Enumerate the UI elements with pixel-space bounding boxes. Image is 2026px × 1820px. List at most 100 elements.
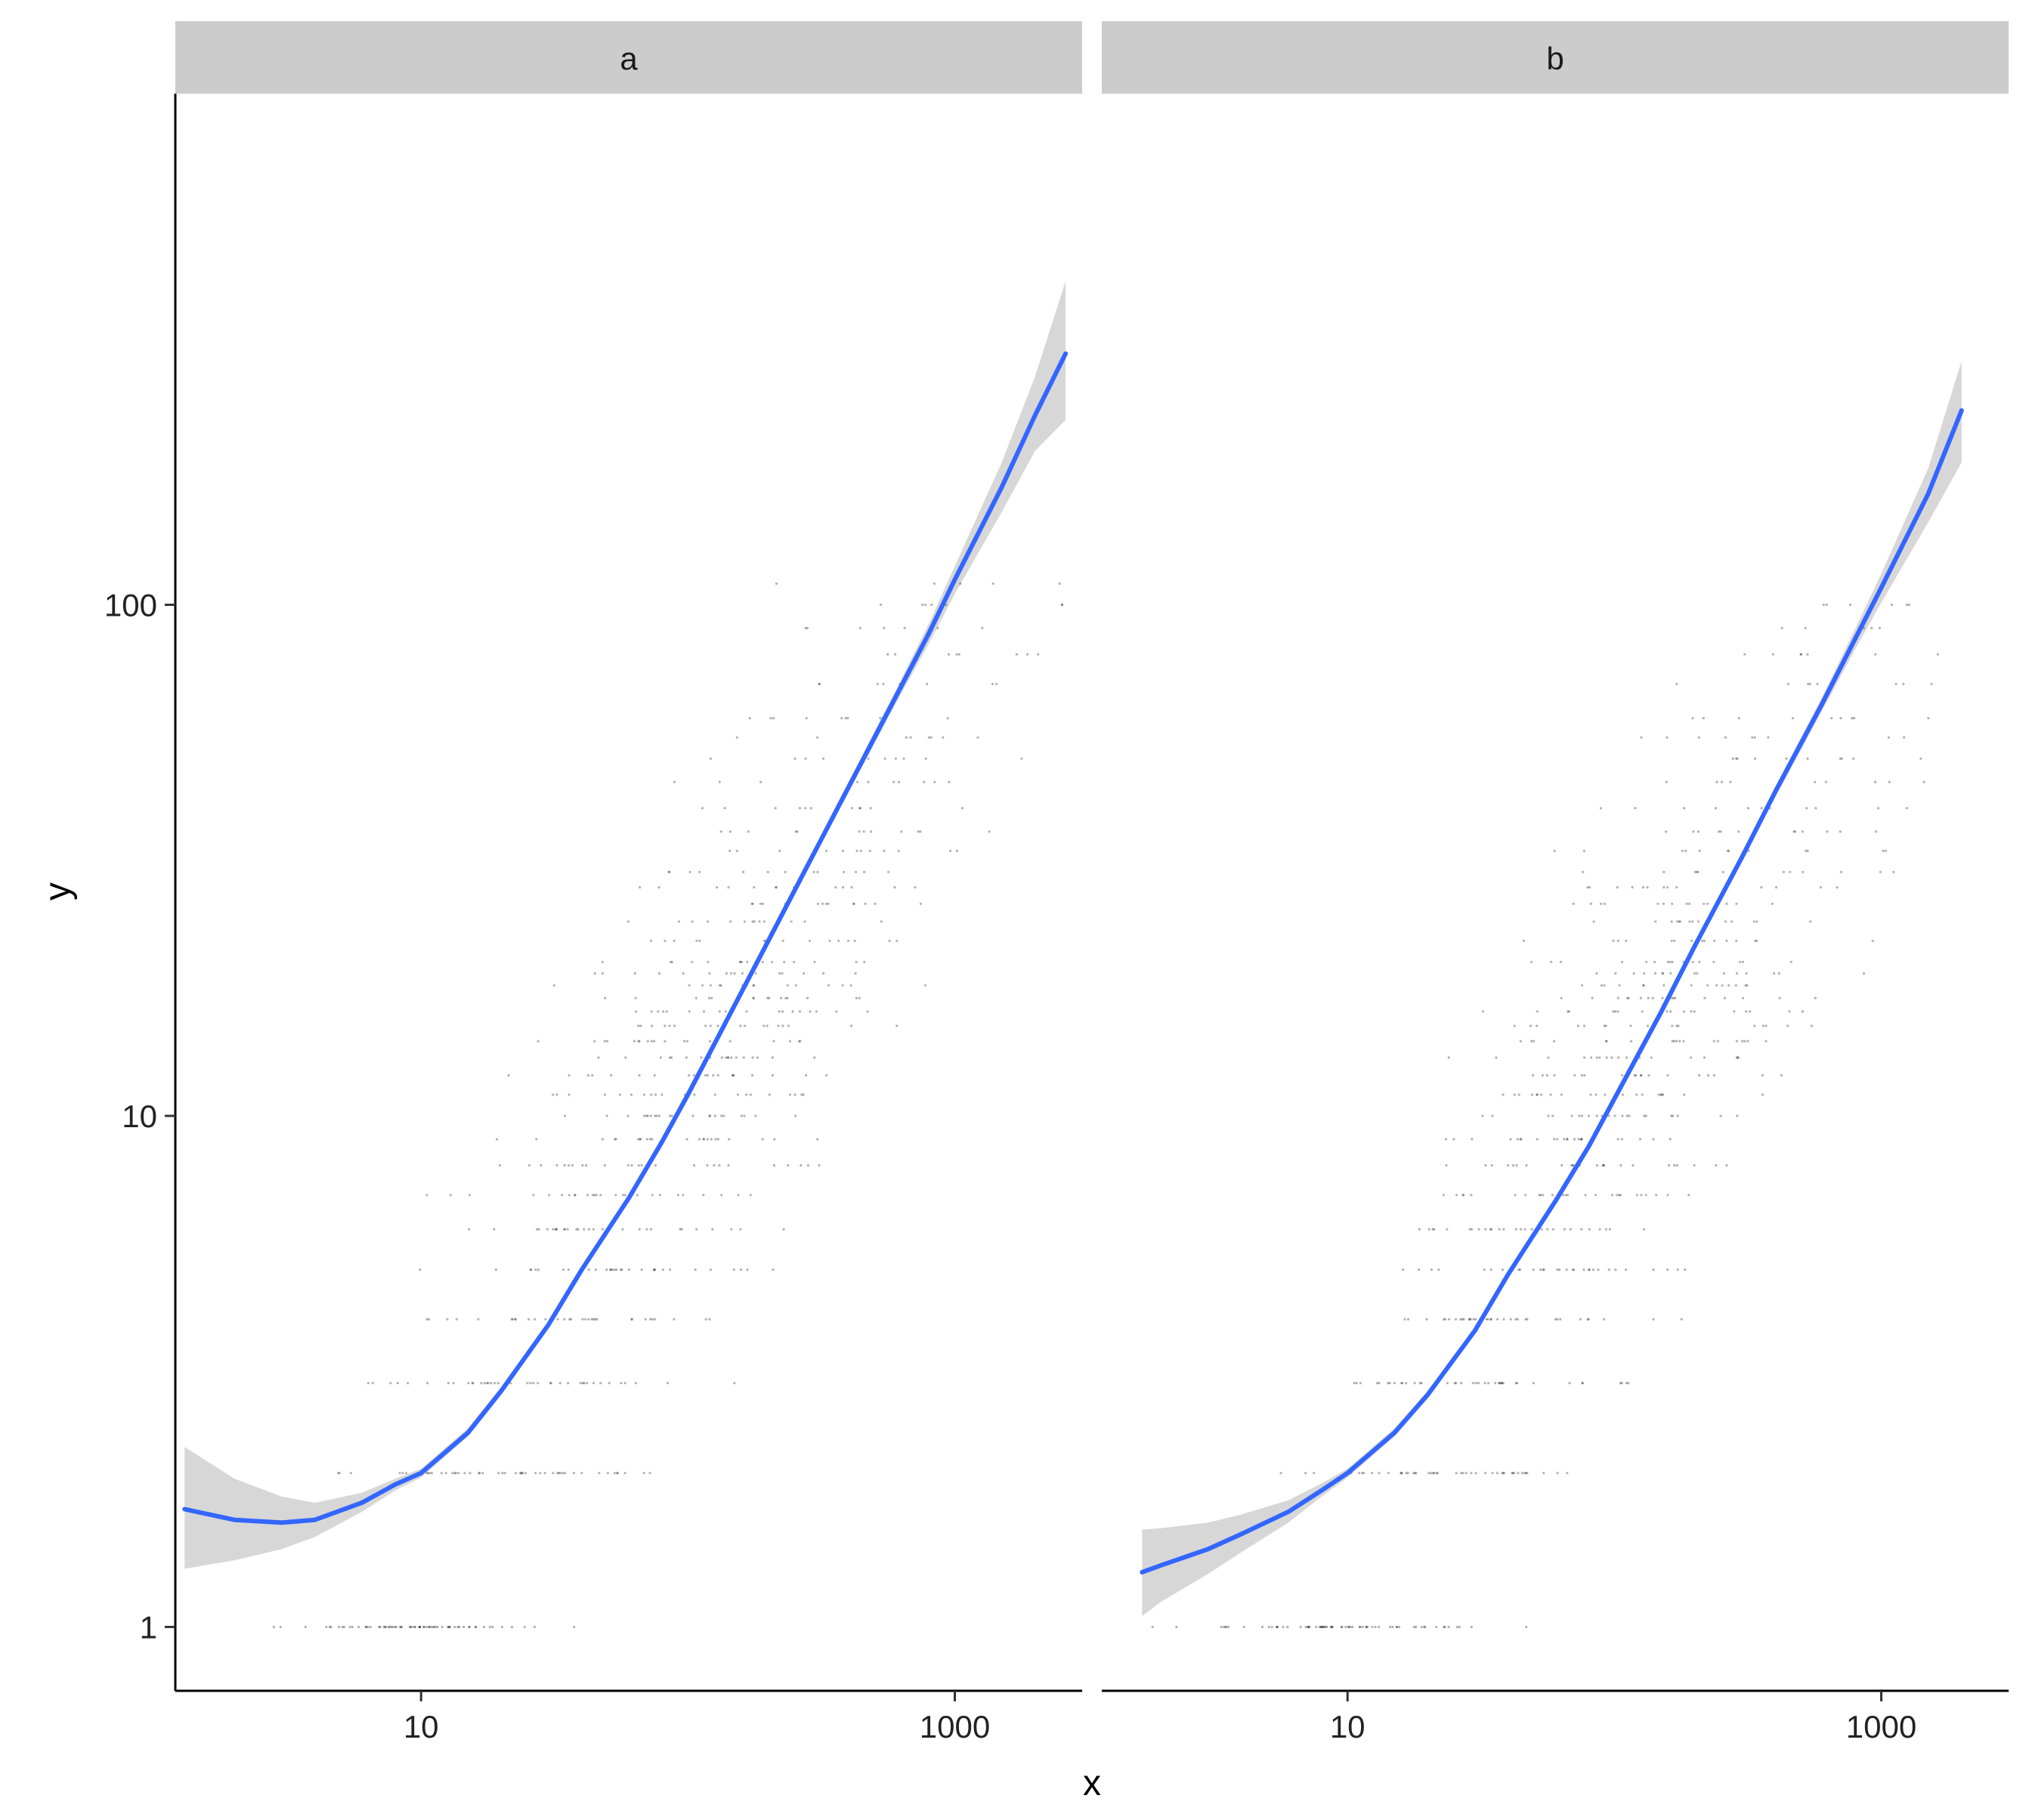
data-point [732, 1074, 735, 1077]
data-point [1643, 972, 1646, 975]
smooth-line-a [182, 351, 1069, 1525]
data-point [685, 1040, 689, 1043]
data-point [1666, 885, 1669, 889]
data-point [561, 1472, 564, 1475]
data-point [660, 1093, 663, 1096]
data-point [894, 653, 897, 656]
data-point [1729, 780, 1732, 783]
data-point [1741, 1040, 1744, 1043]
data-point [613, 1268, 616, 1272]
data-point [1553, 1074, 1556, 1077]
data-point [1519, 1040, 1522, 1043]
data-point [1443, 1625, 1446, 1629]
data-point [846, 939, 850, 942]
data-point [991, 682, 994, 685]
data-point [1353, 1382, 1356, 1385]
data-point [1801, 830, 1804, 833]
data-point [648, 1318, 652, 1321]
data-point [1559, 960, 1562, 963]
data-point [1746, 984, 1749, 987]
x-ticks-a: 10 1000 [404, 1691, 990, 1744]
data-point [637, 1024, 640, 1027]
data-point [719, 830, 722, 833]
data-point [431, 1625, 435, 1629]
data-point [1814, 780, 1817, 783]
data-point [497, 1472, 500, 1475]
data-point [1542, 1194, 1545, 1197]
data-point [1691, 920, 1694, 923]
data-point [685, 1056, 688, 1059]
data-point [1304, 1472, 1307, 1475]
data-point [1430, 1472, 1433, 1475]
data-point [623, 1472, 626, 1475]
data-point [1495, 1056, 1498, 1059]
data-point [1807, 682, 1810, 685]
data-point [742, 870, 745, 873]
data-point [1584, 1194, 1587, 1197]
data-point [869, 830, 873, 833]
data-point [1627, 997, 1630, 1000]
data-point [709, 1024, 712, 1027]
data-point [804, 807, 807, 810]
data-point [389, 1382, 392, 1385]
data-point [477, 1318, 480, 1321]
data-point [1547, 1114, 1550, 1117]
data-point [793, 1093, 796, 1096]
data-point [1514, 1194, 1517, 1197]
data-point [1588, 885, 1591, 889]
data-point [1320, 1625, 1323, 1629]
data-point [942, 736, 945, 739]
data-point [620, 1382, 623, 1385]
data-point [1671, 1114, 1675, 1117]
data-point [651, 1194, 654, 1197]
data-point [1536, 1093, 1539, 1096]
data-point [1755, 939, 1758, 942]
data-point [1653, 960, 1656, 963]
data-point [781, 1010, 784, 1013]
data-point [1687, 1194, 1690, 1197]
data-point [555, 1228, 558, 1231]
data-point [1460, 1382, 1463, 1385]
data-point [1561, 1194, 1565, 1197]
data-point [695, 939, 698, 942]
data-point [581, 1318, 584, 1321]
data-point [1444, 1138, 1447, 1141]
data-point [593, 972, 596, 975]
data-point [601, 1138, 605, 1141]
data-point [401, 1472, 404, 1475]
data-point [618, 1093, 622, 1096]
data-point [1733, 1010, 1736, 1013]
data-point [329, 1625, 333, 1629]
data-point [409, 1625, 412, 1629]
data-point [1418, 1228, 1421, 1231]
data-point [651, 1024, 654, 1027]
data-point [746, 1268, 749, 1272]
data-point [783, 960, 786, 963]
data-point [753, 885, 756, 889]
data-point [555, 1228, 558, 1231]
data-point [728, 1040, 732, 1043]
data-point [846, 717, 849, 720]
data-point [611, 1268, 614, 1272]
data-point [903, 626, 906, 630]
data-point [1663, 870, 1666, 873]
data-point [605, 1114, 608, 1117]
data-point [609, 1268, 612, 1272]
data-point [1393, 1382, 1396, 1385]
data-point [1566, 1472, 1569, 1475]
data-point [1919, 757, 1922, 760]
x-tick-label: 1000 [1846, 1709, 1916, 1744]
data-point [1678, 920, 1681, 923]
data-point [1617, 1056, 1620, 1059]
data-point [639, 885, 642, 889]
data-point [1721, 984, 1724, 987]
data-point [791, 1010, 794, 1013]
data-point [858, 807, 861, 810]
data-point [828, 939, 831, 942]
data-point [1706, 984, 1709, 987]
data-point [841, 984, 844, 987]
data-point [855, 960, 858, 963]
data-point [712, 1074, 715, 1077]
data-point [798, 807, 801, 810]
data-point [1578, 1114, 1581, 1117]
